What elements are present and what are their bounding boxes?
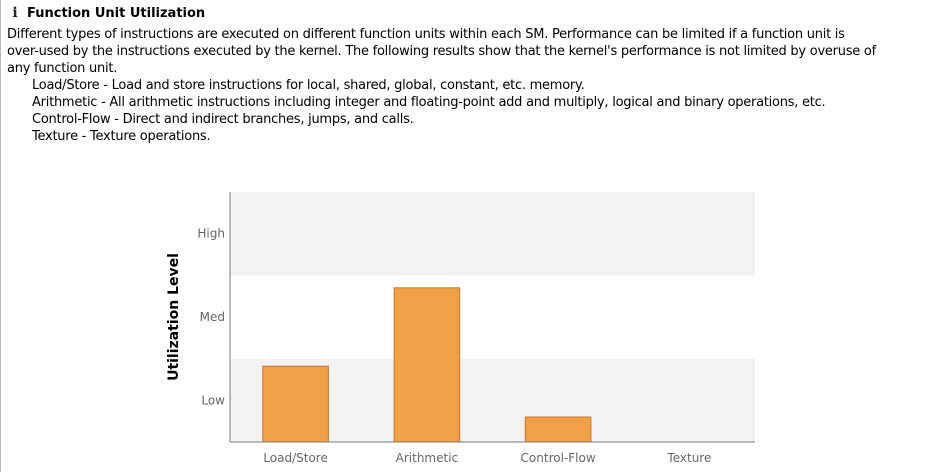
definition-control-flow: Control-Flow - Direct and indirect branc… bbox=[32, 112, 414, 127]
bar-arithmetic bbox=[393, 287, 461, 443]
y-tick-high: High bbox=[197, 227, 225, 241]
y-axis-label: Utilization Level bbox=[166, 253, 182, 381]
section-description: Different types of instructions are exec… bbox=[7, 26, 927, 77]
x-tick-control-flow: Control-Flow bbox=[521, 451, 596, 465]
definition-load-store: Load/Store - Load and store instructions… bbox=[32, 78, 585, 93]
description-line: Different types of instructions are exec… bbox=[7, 27, 845, 42]
definition-texture: Texture - Texture operations. bbox=[32, 129, 211, 144]
x-tick-labels: Load/Store Arithmetic Control-Flow Texture bbox=[263, 451, 711, 465]
section-header: i Function Unit Utilization bbox=[9, 4, 205, 22]
x-tick-arithmetic: Arithmetic bbox=[396, 451, 459, 465]
bar-load-store bbox=[262, 365, 329, 443]
info-icon: i bbox=[12, 5, 18, 21]
plot-band-2 bbox=[230, 192, 755, 276]
y-tick-med: Med bbox=[200, 310, 225, 324]
y-tick-low: Low bbox=[201, 393, 225, 407]
plot-band-1 bbox=[230, 275, 755, 359]
plot-axes bbox=[229, 192, 755, 443]
definition-arithmetic: Arithmetic - All arithmetic instructions… bbox=[32, 95, 826, 110]
plot-bars bbox=[262, 287, 592, 443]
x-tick-load-store: Load/Store bbox=[263, 451, 328, 465]
description-line: over-used by the instructions executed b… bbox=[7, 44, 876, 59]
y-tick-labels: Low Med High bbox=[197, 227, 225, 408]
panel-left-border bbox=[0, 0, 1, 472]
bar-control-flow bbox=[524, 416, 592, 443]
x-tick-texture: Texture bbox=[666, 451, 711, 465]
section-title: Function Unit Utilization bbox=[27, 5, 206, 21]
description-line: any function unit. bbox=[7, 61, 118, 76]
function-unit-definitions: Load/Store - Load and store instructions… bbox=[32, 77, 826, 145]
